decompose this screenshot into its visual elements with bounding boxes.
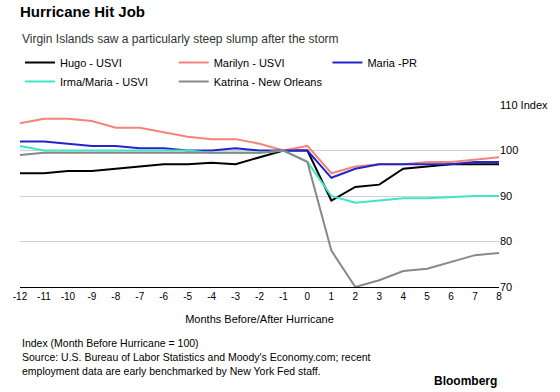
- svg-text:90: 90: [500, 190, 512, 202]
- svg-text:-7: -7: [135, 291, 144, 302]
- svg-text:Source: U.S. Bureau of Labor S: Source: U.S. Bureau of Labor Statistics …: [22, 351, 371, 363]
- svg-text:Maria -PR: Maria -PR: [367, 57, 417, 69]
- svg-text:-8: -8: [111, 291, 120, 302]
- svg-text:Index (Month Before Hurricane: Index (Month Before Hurricane = 100): [22, 337, 199, 349]
- svg-text:Hurricane Hit Job: Hurricane Hit Job: [20, 3, 145, 20]
- svg-text:8: 8: [496, 291, 502, 302]
- svg-text:-11: -11: [37, 291, 51, 302]
- svg-text:6: 6: [448, 291, 454, 302]
- svg-text:-1: -1: [279, 291, 288, 302]
- svg-text:Marilyn - USVI: Marilyn - USVI: [214, 57, 285, 69]
- svg-text:-12: -12: [13, 291, 28, 302]
- svg-text:5: 5: [424, 291, 430, 302]
- svg-text:-10: -10: [61, 291, 76, 302]
- svg-text:70: 70: [500, 281, 512, 293]
- svg-text:7: 7: [472, 291, 478, 302]
- svg-text:Hugo - USVI: Hugo - USVI: [60, 57, 122, 69]
- svg-text:100: 100: [500, 144, 518, 156]
- svg-text:0: 0: [305, 291, 311, 302]
- svg-text:-4: -4: [207, 291, 216, 302]
- svg-text:1: 1: [329, 291, 335, 302]
- svg-text:Months Before/After Hurricane: Months Before/After Hurricane: [185, 313, 334, 325]
- svg-text:2: 2: [353, 291, 359, 302]
- svg-text:employment data are early benc: employment data are early benchmarked by…: [22, 365, 321, 377]
- svg-text:-9: -9: [87, 291, 96, 302]
- svg-text:Virgin Islands saw a particula: Virgin Islands saw a particularly steep …: [22, 32, 339, 46]
- svg-text:-3: -3: [231, 291, 240, 302]
- svg-text:80: 80: [500, 235, 512, 247]
- svg-text:Irma/Maria - USVI: Irma/Maria - USVI: [60, 76, 148, 88]
- svg-text:-5: -5: [183, 291, 192, 302]
- svg-text:3: 3: [376, 291, 382, 302]
- svg-text:Katrina - New Orleans: Katrina - New Orleans: [214, 76, 323, 88]
- svg-text:Bloomberg: Bloomberg: [434, 374, 497, 388]
- svg-text:110 Index: 110 Index: [500, 99, 548, 111]
- svg-text:-2: -2: [255, 291, 264, 302]
- svg-text:-6: -6: [159, 291, 168, 302]
- svg-text:4: 4: [400, 291, 406, 302]
